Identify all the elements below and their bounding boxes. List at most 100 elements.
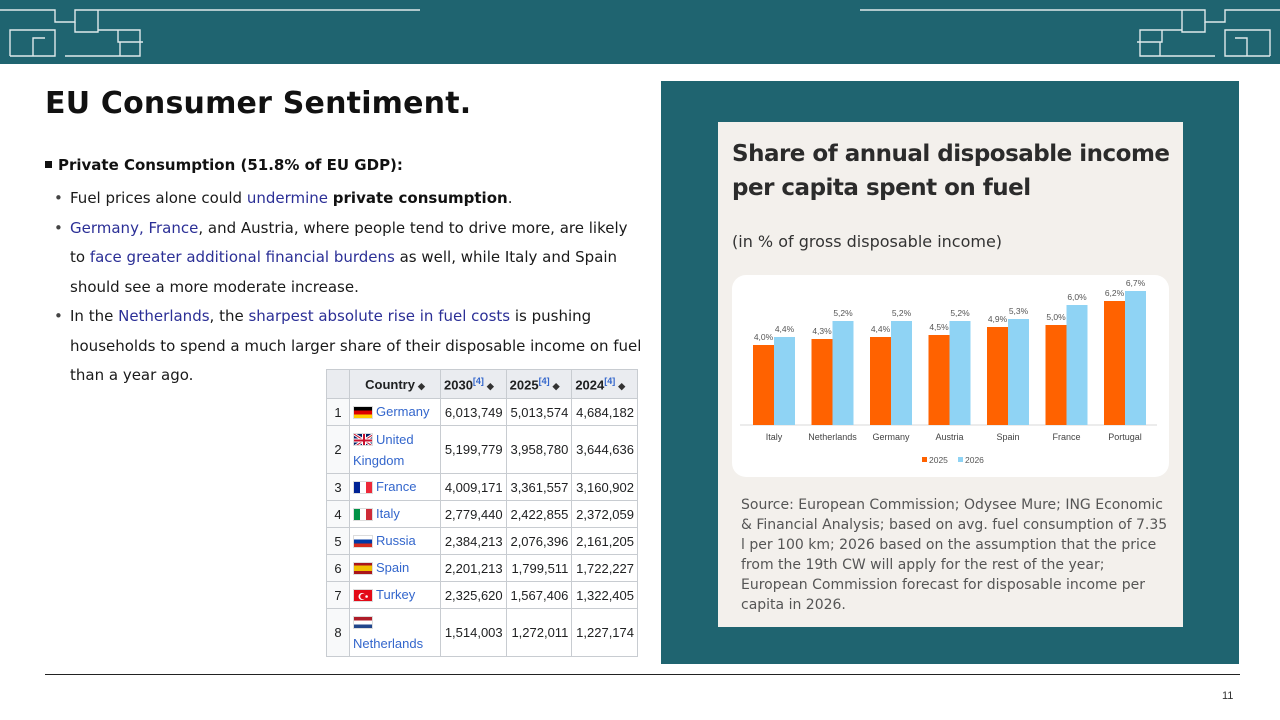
bar-2025-germany	[870, 337, 891, 425]
data-label: 4,0%	[754, 332, 774, 342]
rank-cell: 4	[327, 501, 350, 528]
reference-link[interactable]: [4]	[473, 376, 484, 386]
table-row: 2 United Kingdom 5,199,779 3,958,780 3,6…	[327, 426, 638, 474]
year-2030-column-header[interactable]: 2030[4]◆	[441, 370, 507, 399]
gdp-table: Country ◆ 2030[4]◆ 2025[4]◆ 2024[4]◆ 1 Ge…	[326, 369, 638, 657]
country-column-header[interactable]: Country ◆	[350, 370, 441, 399]
sort-icon[interactable]: ◆	[487, 381, 494, 391]
uk-flag-icon	[353, 433, 373, 446]
data-label: 6,2%	[1105, 288, 1125, 298]
bar-2026-france	[1067, 305, 1088, 425]
rank-header	[327, 370, 350, 399]
bullet-dot-icon: •	[54, 184, 63, 214]
value-cell: 1,567,406	[506, 582, 572, 609]
bar-2025-spain	[987, 327, 1008, 425]
country-cell: United Kingdom	[350, 426, 441, 474]
country-link[interactable]: Russia	[376, 533, 416, 548]
bullet-dot-icon: •	[54, 302, 63, 332]
bullet-dot-icon: •	[54, 214, 63, 244]
table-row: 6 Spain 2,201,213 1,799,511 1,722,227	[327, 555, 638, 582]
data-label: 4,4%	[775, 324, 795, 334]
sort-icon[interactable]: ◆	[553, 381, 560, 391]
bar-2026-austria	[950, 321, 971, 425]
sort-icon[interactable]: ◆	[418, 381, 425, 391]
value-cell: 2,779,440	[441, 501, 507, 528]
data-label: 5,2%	[892, 308, 912, 318]
country-link[interactable]: Netherlands	[353, 636, 423, 651]
country-cell: Turkey	[350, 582, 441, 609]
germany-flag-icon	[353, 406, 373, 419]
bar-2026-italy	[774, 337, 795, 425]
data-label: 6,7%	[1126, 278, 1146, 288]
value-cell: 3,644,636	[572, 426, 638, 474]
country-link[interactable]: Germany	[376, 404, 429, 419]
country-link[interactable]: Spain	[376, 560, 409, 575]
table-row: 1 Germany 6,013,749 5,013,574 4,684,182	[327, 399, 638, 426]
value-cell: 2,422,855	[506, 501, 572, 528]
year-2024-column-header[interactable]: 2024[4]◆	[572, 370, 638, 399]
rank-cell: 8	[327, 609, 350, 657]
russia-flag-icon	[353, 535, 373, 548]
chart-title: Share of annual disposable income per ca…	[732, 137, 1172, 205]
country-cell: Netherlands	[350, 609, 441, 657]
sort-icon[interactable]: ◆	[618, 381, 625, 391]
table-header-row: Country ◆ 2030[4]◆ 2025[4]◆ 2024[4]◆	[327, 370, 638, 399]
header-label: 2030	[444, 377, 473, 392]
netherlands-flag-icon	[353, 616, 373, 629]
value-cell: 4,684,182	[572, 399, 638, 426]
spain-flag-icon	[353, 562, 373, 575]
category-label: Netherlands	[808, 432, 857, 442]
slide-title: EU Consumer Sentiment.	[45, 86, 471, 121]
country-link[interactable]: Italy	[376, 506, 400, 521]
year-2025-column-header[interactable]: 2025[4]◆	[506, 370, 572, 399]
header-label: 2024	[575, 377, 604, 392]
category-label: Italy	[766, 432, 783, 442]
turkey-flag-icon	[353, 589, 373, 602]
country-link[interactable]: Turkey	[376, 587, 415, 602]
legend-swatch	[922, 457, 927, 462]
highlight-text: face greater additional financial burden…	[90, 248, 395, 266]
reference-link[interactable]: [4]	[604, 376, 615, 386]
bullet-item-2: • Germany, France, and Austria, where peo…	[52, 214, 642, 303]
data-label: 4,4%	[871, 324, 891, 334]
section-heading-text: Private Consumption (51.8% of EU GDP):	[58, 156, 403, 174]
value-cell: 1,272,011	[506, 609, 572, 657]
highlight-text: sharpest absolute rise in fuel costs	[248, 307, 510, 325]
category-label: Germany	[872, 432, 910, 442]
bar-2026-spain	[1008, 319, 1029, 425]
legend-label: 2025	[929, 455, 948, 465]
bullet-text: Fuel prices alone could	[70, 189, 247, 207]
value-cell: 1,227,174	[572, 609, 638, 657]
bullet-item-1: • Fuel prices alone could undermine priva…	[52, 184, 642, 214]
value-cell: 1,722,227	[572, 555, 638, 582]
category-label: Austria	[935, 432, 963, 442]
bar-2026-portugal	[1125, 291, 1146, 425]
data-label: 6,0%	[1067, 292, 1087, 302]
value-cell: 5,199,779	[441, 426, 507, 474]
country-cell: Italy	[350, 501, 441, 528]
rank-cell: 5	[327, 528, 350, 555]
table-row: 4 Italy 2,779,440 2,422,855 2,372,059	[327, 501, 638, 528]
italy-flag-icon	[353, 508, 373, 521]
value-cell: 6,013,749	[441, 399, 507, 426]
reference-link[interactable]: [4]	[539, 376, 550, 386]
value-cell: 2,161,205	[572, 528, 638, 555]
data-label: 5,0%	[1046, 312, 1066, 322]
chart-subtitle: (in % of gross disposable income)	[732, 232, 1002, 251]
highlight-text: undermine	[247, 189, 328, 207]
data-label: 4,3%	[812, 326, 832, 336]
bar-2025-france	[1046, 325, 1067, 425]
country-cell: Spain	[350, 555, 441, 582]
table-row: 5 Russia 2,384,213 2,076,396 2,161,205	[327, 528, 638, 555]
square-bullet-icon	[45, 161, 52, 168]
rank-cell: 7	[327, 582, 350, 609]
value-cell: 3,361,557	[506, 474, 572, 501]
country-link[interactable]: France	[376, 479, 416, 494]
legend-label: 2026	[965, 455, 984, 465]
bar-2025-austria	[929, 335, 950, 425]
bold-text: private consumption	[333, 189, 508, 207]
header-banner	[0, 0, 1280, 64]
bullet-list: • Fuel prices alone could undermine priva…	[52, 184, 642, 391]
header-label: 2025	[510, 377, 539, 392]
banner-pattern	[0, 0, 1280, 64]
